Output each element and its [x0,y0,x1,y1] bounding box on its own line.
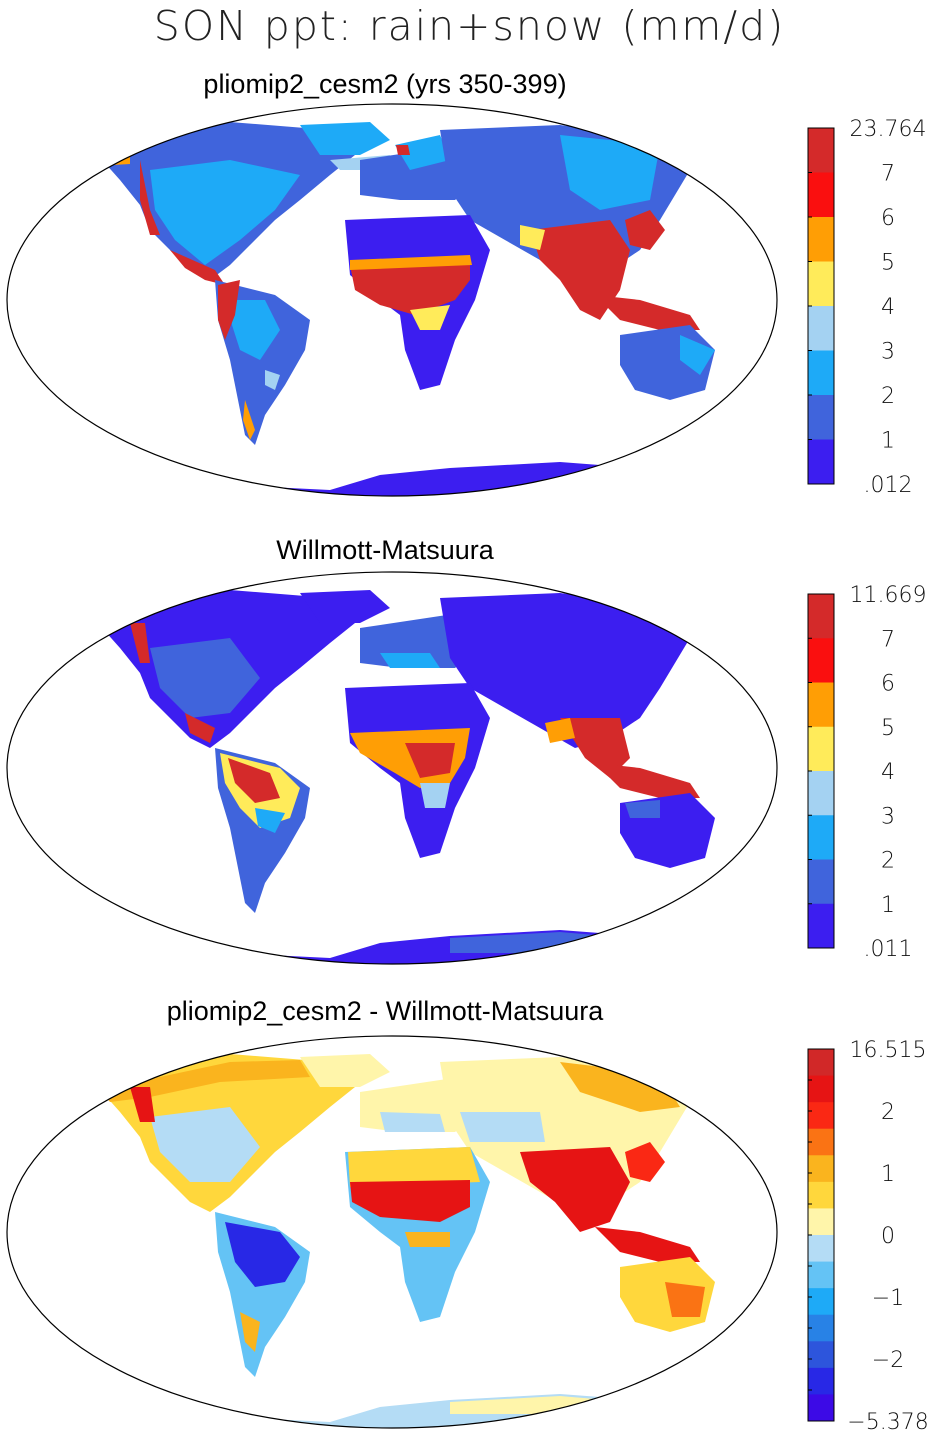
panel-title-model: pliomip2_cesm2 (yrs 350-399) [203,69,567,99]
colorbar-segment [808,771,834,816]
colorbar-segment [808,726,834,772]
colorbar-segment [808,903,834,949]
map-border [6,1035,778,1429]
colorbar-segment [808,1102,834,1130]
colorbar-segment [808,682,834,728]
colorbar-segment [808,1155,834,1183]
colorbar-segment [808,306,834,351]
colorbar-segment [808,1075,834,1103]
colorbar-segment [808,1314,834,1342]
colorbar-segment [808,1341,834,1369]
colorbar-segment [808,217,834,262]
colorbar-tick-label: 3 [881,340,895,365]
colorbar-segment [808,1261,834,1289]
colorbar-tick-label: 0 [881,1224,895,1249]
colorbar-tick-label: 2 [881,384,895,409]
colorbar-segment [808,638,834,683]
colorbar-tick-label: 1 [881,429,895,454]
colorbar-segment [808,1181,834,1209]
colorbar-tick-label: .011 [864,937,913,962]
colorbar-tick-label: 7 [881,162,895,187]
panel-title-obs: Willmott-Matsuura [276,535,494,565]
colorbar-segment [808,1394,834,1422]
colorbar-tick-label: −1 [872,1286,904,1311]
map-panel-model: 23.764 7 6 5 4 3 2 1 .012 [6,103,927,498]
colorbar-tick-label: 1 [881,1162,895,1187]
colorbar-segment [808,1128,834,1156]
colorbar-tick-label: −5.378 [847,1410,928,1432]
colorbar-tick-label: −2 [872,1348,904,1373]
colorbar-segment [808,815,834,860]
colorbar-segment [808,128,834,173]
figure-title: SON ppt: rain+snow (mm/d) [153,2,786,50]
colorbar-diff: 16.515 2 1 0 −1 −2 −5.378 [807,1038,929,1432]
colorbar-tick-label: 4 [881,295,895,320]
colorbar-segment [808,594,834,639]
colorbar-tick-label: 4 [881,760,895,785]
colorbar-segment [808,1208,834,1236]
colorbar-obs: 11.669 7 6 5 4 3 2 1 .011 [807,583,927,962]
colorbar-segment [808,859,834,905]
colorbar-tick-label: 11.669 [850,583,927,608]
panel-title-diff: pliomip2_cesm2 - Willmott-Matsuura [166,996,604,1026]
colorbar-tick-label: 16.515 [850,1038,927,1063]
colorbar-tick-label: 2 [881,849,895,874]
colorbar-tick-label: 6 [881,206,895,231]
colorbar-segment [808,1288,834,1316]
colorbar-segment [808,350,834,396]
map-panel-obs: 11.669 7 6 5 4 3 2 1 .011 [6,571,927,965]
colorbar-segment [808,172,834,218]
map-panel-diff: 16.515 2 1 0 −1 −2 −5.378 [6,1035,929,1432]
colorbar-segment [808,395,834,440]
colorbar-tick-label: .012 [864,473,913,498]
colorbar-tick-label: 5 [881,716,895,741]
colorbar-segment [808,1235,834,1263]
colorbar-tick-label: 23.764 [850,117,927,142]
colorbar-tick-label: 6 [881,672,895,697]
colorbar-tick-label: 7 [881,627,895,652]
colorbar-tick-label: 5 [881,251,895,276]
map-border [6,103,778,497]
colorbar-tick-label: 3 [881,804,895,829]
colorbar-segment [808,1049,834,1077]
colorbar-model: 23.764 7 6 5 4 3 2 1 .012 [807,117,927,498]
colorbar-tick-label: 1 [881,893,895,918]
map-border [6,571,778,965]
land-fill-diff [95,1054,715,1428]
colorbar-tick-label: 2 [881,1100,895,1125]
colorbar-segment [808,1367,834,1395]
colorbar-segment [808,261,834,307]
colorbar-segment [808,439,834,485]
